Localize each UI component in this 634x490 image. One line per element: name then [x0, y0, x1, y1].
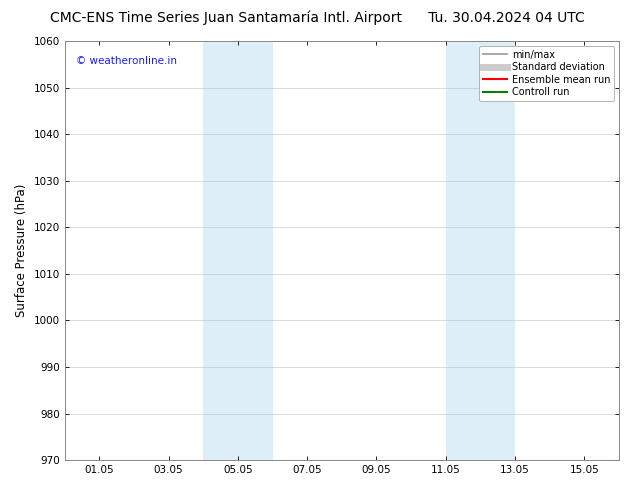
Legend: min/max, Standard deviation, Ensemble mean run, Controll run: min/max, Standard deviation, Ensemble me…	[479, 46, 614, 101]
Bar	[481, 41, 515, 460]
Text: CMC-ENS Time Series Juan Santamaría Intl. Airport      Tu. 30.04.2024 04 UTC: CMC-ENS Time Series Juan Santamaría Intl…	[49, 11, 585, 25]
Y-axis label: Surface Pressure (hPa): Surface Pressure (hPa)	[15, 184, 28, 318]
Bar	[238, 41, 273, 460]
Text: © weatheronline.in: © weatheronline.in	[75, 56, 177, 66]
Bar	[446, 41, 481, 460]
Bar	[204, 41, 238, 460]
